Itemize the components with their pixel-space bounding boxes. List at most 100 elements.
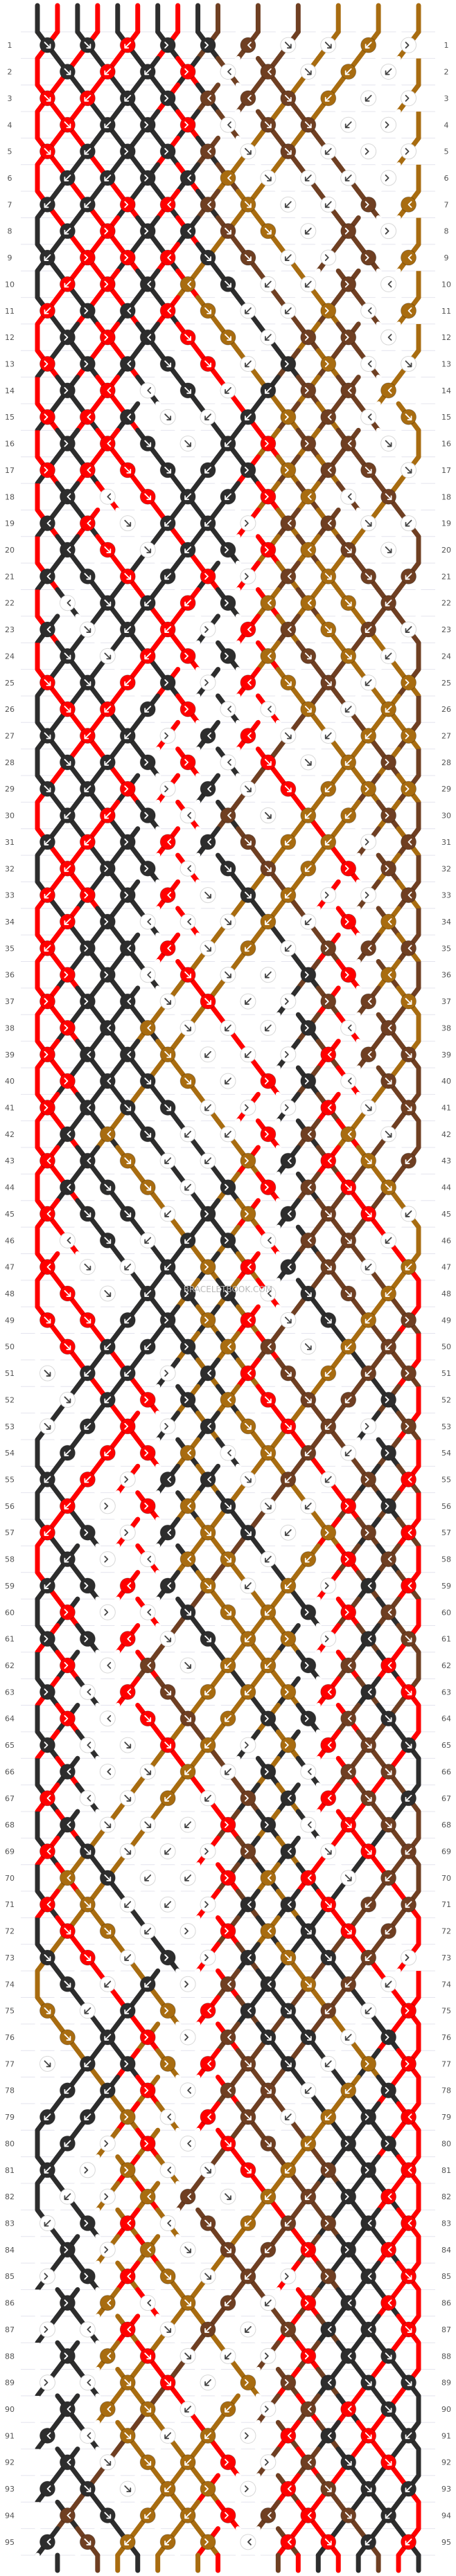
knot-arrow-icon xyxy=(304,227,312,235)
row-number-left: 51 xyxy=(5,1369,15,1378)
knot-arrow-icon xyxy=(84,1210,91,1217)
knot-arrow-icon xyxy=(204,2326,211,2333)
knot-arrow-icon xyxy=(64,2034,71,2041)
knot-arrow-icon xyxy=(167,1529,172,1537)
knot-arrow-icon xyxy=(164,147,169,155)
knot-arrow-icon xyxy=(264,2034,272,2041)
knot-arrow-icon xyxy=(344,2246,349,2253)
row-number-left: 62 xyxy=(5,1661,15,1670)
knot-arrow-icon xyxy=(184,68,189,75)
knot-arrow-icon xyxy=(405,626,412,633)
knot-arrow-icon xyxy=(164,679,169,686)
knot-arrow-icon xyxy=(385,1290,392,1297)
knot-arrow-icon xyxy=(225,865,231,873)
knot-arrow-icon xyxy=(44,679,51,686)
knot-arrow-icon xyxy=(385,865,389,873)
row-number-left: 84 xyxy=(5,2246,15,2255)
knot-arrow-icon xyxy=(284,1688,289,1696)
knot-arrow-icon xyxy=(225,1927,229,1935)
row-number-right: 88 xyxy=(441,2352,451,2361)
knot-arrow-icon xyxy=(284,2379,289,2386)
knot-arrow-icon xyxy=(225,1662,231,1669)
knot-arrow-icon xyxy=(225,1768,231,1776)
knot-arrow-icon xyxy=(365,254,369,261)
knot-arrow-icon xyxy=(87,1104,91,1111)
row-number-right: 53 xyxy=(441,1422,451,1431)
knot-arrow-icon xyxy=(84,1263,91,1271)
row-number-right: 73 xyxy=(441,1953,451,1962)
knot-arrow-icon xyxy=(365,785,369,793)
row-number-right: 13 xyxy=(441,359,451,368)
row-number-right: 79 xyxy=(441,2113,451,2122)
knot-arrow-icon xyxy=(164,413,172,421)
knot-arrow-icon xyxy=(64,1609,69,1616)
knot-arrow-icon xyxy=(287,1263,292,1271)
row-number-right: 43 xyxy=(441,1156,451,1165)
row-number-right: 41 xyxy=(441,1103,451,1112)
knot-arrow-icon xyxy=(84,94,91,102)
knot-arrow-icon xyxy=(144,2352,152,2360)
knot-arrow-icon xyxy=(144,1183,152,1191)
knot-arrow-icon xyxy=(284,679,292,686)
knot-arrow-icon xyxy=(304,2352,309,2360)
knot-arrow-icon xyxy=(64,865,71,873)
row-number-right: 84 xyxy=(441,2246,451,2255)
knot-arrow-icon xyxy=(64,1343,71,1350)
knot-arrow-icon xyxy=(324,1582,329,1589)
knot-arrow-icon xyxy=(284,201,292,208)
knot-arrow-icon xyxy=(365,2060,369,2068)
knot-arrow-icon xyxy=(407,839,412,846)
knot-arrow-icon xyxy=(304,1502,312,1510)
row-number-left: 33 xyxy=(5,891,15,900)
knot-arrow-icon xyxy=(347,1768,352,1776)
knot-arrow-icon xyxy=(264,227,272,235)
knot-arrow-icon xyxy=(84,2113,91,2120)
knot-arrow-icon xyxy=(284,1422,292,1430)
knot-arrow-icon xyxy=(144,2034,149,2041)
knot-arrow-icon xyxy=(207,201,211,208)
row-number-right: 64 xyxy=(441,1715,451,1724)
knot-arrow-icon xyxy=(245,998,252,1005)
row-number-right: 61 xyxy=(441,1635,451,1644)
row-number-right: 92 xyxy=(441,2458,451,2467)
knot-arrow-icon xyxy=(405,1688,412,1696)
knot-arrow-icon xyxy=(84,2166,89,2174)
knot-arrow-icon xyxy=(407,307,412,314)
knot-arrow-icon xyxy=(324,1848,332,1855)
knot-arrow-icon xyxy=(225,334,231,341)
knot-arrow-icon xyxy=(204,254,211,261)
row-number-right: 50 xyxy=(441,1343,451,1352)
knot-arrow-icon xyxy=(124,1794,132,1802)
knot-arrow-icon xyxy=(284,467,289,474)
knot-arrow-icon xyxy=(147,971,152,978)
knot-arrow-icon xyxy=(324,1954,332,1961)
knot-arrow-icon xyxy=(84,1370,91,1377)
knot-arrow-icon xyxy=(204,573,209,580)
knot-arrow-icon xyxy=(84,1422,91,1430)
knot-arrow-icon xyxy=(405,2538,412,2546)
knot-arrow-icon xyxy=(365,2166,369,2174)
knot-arrow-icon xyxy=(245,307,252,314)
knot-arrow-icon xyxy=(344,918,349,925)
knot-arrow-icon xyxy=(104,2086,112,2094)
knot-arrow-icon xyxy=(84,2007,91,2014)
knot-arrow-icon xyxy=(284,413,289,421)
row-number-left: 18 xyxy=(5,492,15,501)
row-number-right: 72 xyxy=(441,1927,451,1936)
knot-arrow-icon xyxy=(385,2086,389,2094)
row-number-left: 20 xyxy=(5,546,15,555)
knot-arrow-icon xyxy=(304,280,312,288)
knot-arrow-icon xyxy=(104,2034,112,2041)
knot-arrow-icon xyxy=(264,1449,272,1457)
knot-arrow-icon xyxy=(385,812,389,819)
knot-arrow-icon xyxy=(87,519,91,527)
row-number-left: 13 xyxy=(5,359,15,368)
knot-arrow-icon xyxy=(64,2246,69,2253)
knot-arrow-icon xyxy=(365,1422,369,1430)
row-number-left: 39 xyxy=(5,1050,15,1059)
knot-arrow-icon xyxy=(284,1742,289,1748)
knot-arrow-icon xyxy=(44,945,51,952)
knot-arrow-icon xyxy=(204,891,211,899)
knot-arrow-icon xyxy=(385,1715,392,1722)
knot-arrow-icon xyxy=(367,1635,372,1643)
